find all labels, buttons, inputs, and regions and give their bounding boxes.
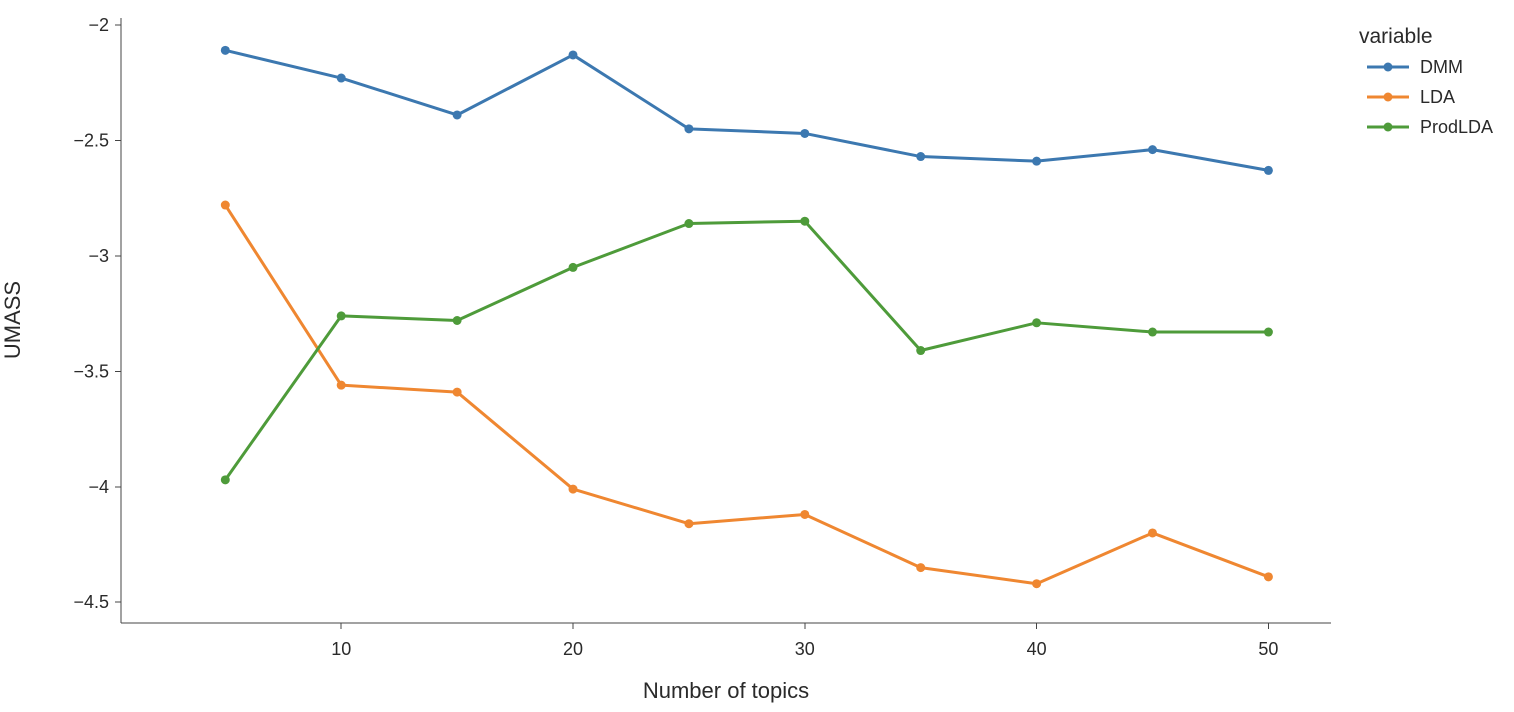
data-point-prodlda: [916, 346, 926, 356]
x-tick-label: 20: [563, 639, 583, 659]
data-point-lda: [1263, 572, 1273, 582]
y-tick-label: −3.5: [73, 361, 109, 381]
data-point-lda: [916, 563, 926, 573]
axes: [120, 18, 1331, 624]
data-point-prodlda: [568, 262, 578, 272]
data-point-dmm: [452, 110, 462, 120]
data-point-lda: [684, 519, 694, 529]
data-point-prodlda: [1263, 327, 1273, 337]
y-tick-label: −3: [88, 246, 109, 266]
series: [220, 45, 1273, 589]
data-point-dmm: [1263, 165, 1273, 175]
series-prodlda: [220, 216, 1273, 485]
x-tick-label: 10: [331, 639, 351, 659]
legend-swatch-marker: [1383, 92, 1393, 102]
x-tick-label: 30: [795, 639, 815, 659]
y-axis-title: UMASS: [0, 281, 25, 359]
legend-item-lda[interactable]: LDA: [1367, 87, 1455, 107]
data-point-dmm: [800, 128, 810, 138]
data-point-dmm: [220, 45, 230, 55]
series-line-dmm: [223, 48, 1270, 172]
data-point-lda: [1148, 528, 1158, 538]
y-tick-label: −2: [88, 15, 109, 35]
data-point-prodlda: [1032, 318, 1042, 328]
data-point-lda: [568, 484, 578, 494]
data-point-dmm: [1032, 156, 1042, 166]
data-point-dmm: [1148, 145, 1158, 155]
data-point-prodlda: [452, 316, 462, 325]
legend-label: LDA: [1420, 87, 1455, 107]
y-tick-label: −4.5: [73, 592, 109, 612]
legend-swatch-marker: [1383, 62, 1393, 72]
legend-label: DMM: [1420, 57, 1463, 77]
data-point-lda: [800, 509, 810, 519]
y-tick-label: −2.5: [73, 130, 109, 150]
legend-title: variable: [1359, 25, 1433, 48]
series-line-lda: [223, 203, 1270, 586]
x-axis-title: Number of topics: [643, 678, 809, 703]
legend-item-prodlda[interactable]: ProdLDA: [1367, 117, 1493, 137]
ticks: −2 −2.5 −3 −3.5 −4 −4.5 10 20 30 40 50: [73, 15, 1278, 659]
legend-swatch-marker: [1383, 122, 1393, 132]
data-point-lda: [336, 380, 346, 390]
data-point-dmm: [916, 152, 926, 162]
data-point-dmm: [336, 73, 346, 83]
series-line-prodlda: [223, 219, 1270, 482]
series-lda: [220, 200, 1273, 589]
legend: variable DMM LDA ProdLDA: [1359, 25, 1493, 137]
data-point-lda: [452, 387, 462, 397]
data-point-prodlda: [1148, 327, 1158, 337]
x-tick-label: 40: [1027, 639, 1047, 659]
data-point-dmm: [684, 124, 694, 134]
data-point-prodlda: [684, 219, 694, 229]
data-point-dmm: [568, 50, 578, 60]
legend-item-dmm[interactable]: DMM: [1367, 57, 1463, 77]
data-point-prodlda: [336, 311, 346, 321]
legend-label: ProdLDA: [1420, 117, 1493, 137]
data-point-lda: [220, 200, 230, 210]
data-point-prodlda: [220, 475, 230, 485]
x-tick-label: 50: [1258, 639, 1278, 659]
data-point-prodlda: [800, 216, 810, 226]
data-point-lda: [1032, 579, 1042, 589]
series-dmm: [220, 45, 1273, 175]
y-tick-label: −4: [88, 477, 109, 497]
